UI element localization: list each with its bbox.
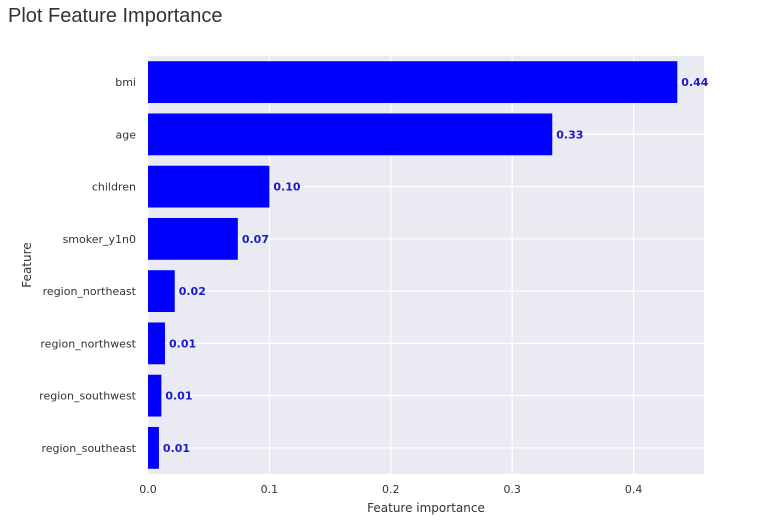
data-label: 0.10 bbox=[273, 181, 300, 194]
data-labels: 0.44 0.33 0.10 0.07 0.02 0.01 0.01 0.01 bbox=[163, 76, 709, 455]
data-label: 0.07 bbox=[242, 233, 269, 246]
y-tick-label: region_northwest bbox=[40, 337, 136, 350]
bar-age bbox=[148, 113, 553, 156]
x-tick-label: 0.1 bbox=[261, 483, 279, 496]
x-tick-label: 0.2 bbox=[382, 483, 400, 496]
y-tick-labels: bmi age children smoker_y1n0 region_northeas… bbox=[39, 76, 137, 455]
data-label: 0.01 bbox=[163, 442, 190, 455]
x-tick-label: 0.0 bbox=[139, 483, 157, 496]
data-label: 0.02 bbox=[179, 285, 206, 298]
y-tick-label: smoker_y1n0 bbox=[63, 233, 136, 246]
y-tick-label: region_southeast bbox=[41, 442, 136, 455]
page-title: Plot Feature Importance bbox=[8, 5, 223, 27]
x-tick-label: 0.3 bbox=[503, 483, 521, 496]
y-tick-label: bmi bbox=[115, 76, 136, 89]
data-label: 0.44 bbox=[681, 76, 708, 89]
y-tick-label: children bbox=[92, 181, 136, 194]
bar-region-northwest bbox=[148, 322, 165, 365]
bar-bmi bbox=[148, 61, 678, 104]
bar-region-southwest bbox=[148, 374, 162, 417]
y-tick-label: region_southwest bbox=[39, 390, 137, 403]
bar-region-northeast bbox=[148, 270, 175, 313]
y-axis-label: Feature bbox=[20, 242, 34, 287]
y-tick-label: age bbox=[116, 128, 137, 141]
x-tick-label: 0.4 bbox=[625, 483, 643, 496]
x-axis-label: Feature importance bbox=[367, 501, 485, 515]
data-label: 0.33 bbox=[556, 128, 583, 141]
bar-smoker-y1n0 bbox=[148, 217, 238, 260]
bars bbox=[148, 61, 678, 469]
x-tick-labels: 0.0 0.1 0.2 0.3 0.4 bbox=[139, 483, 642, 496]
y-tick-label: region_northeast bbox=[43, 285, 137, 298]
data-label: 0.01 bbox=[169, 337, 196, 350]
bar-region-southeast bbox=[148, 426, 159, 469]
data-label: 0.01 bbox=[165, 390, 192, 403]
bar-children bbox=[148, 165, 270, 208]
